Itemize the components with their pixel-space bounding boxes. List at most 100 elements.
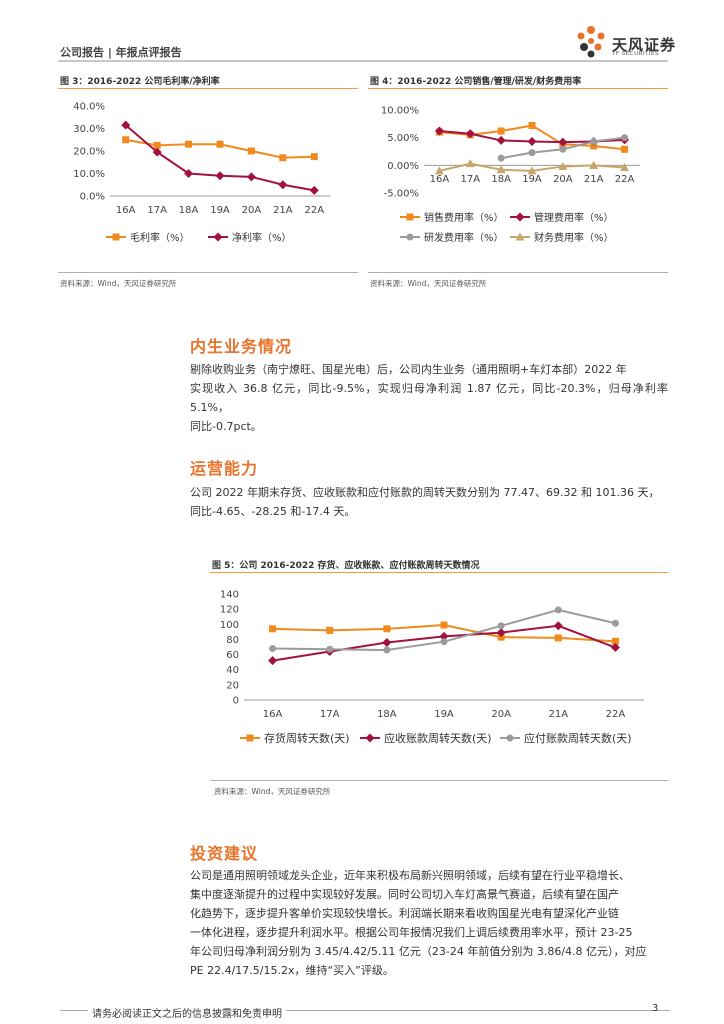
figure5-data-point bbox=[497, 622, 505, 630]
figure5-data-point bbox=[383, 625, 391, 633]
figure5-legend-label: 应付账款周转天数(天) bbox=[524, 731, 632, 745]
figure4-legend-label: 管理费用率（%） bbox=[534, 211, 614, 224]
figure4-bottom-rule bbox=[368, 272, 668, 273]
figure4-legend-marker bbox=[515, 232, 525, 241]
figure5-x-tick-label: 21A bbox=[548, 709, 568, 720]
section3-line: 化趋势下，逐步提升客单价实现较快增长。利润端长期来看收购国星光电有望深化产业链 bbox=[190, 907, 619, 920]
figure4-legend-marker bbox=[406, 233, 414, 241]
figure4-data-point bbox=[497, 127, 505, 135]
figure4-chart: -5.00% 0.00% 5.00% 10.00% 16A 17A 18A 19A 20A 21A… bbox=[381, 106, 640, 244]
section1-line: 同比-0.7pct。 bbox=[190, 420, 262, 433]
figure5-legend-marker bbox=[246, 734, 254, 742]
figure4-data-point bbox=[434, 126, 444, 136]
section2-body: 公司 2022 年期末存货、应收账款和应付账款的周转天数分别为 77.47、69… bbox=[190, 483, 668, 521]
figure4-y-tick-label: 10.00% bbox=[381, 106, 419, 117]
figure3-chart: 0.0% 10.0% 20.0% 30.0% 40.0% 16A 17A 18A 19A 20A 2… bbox=[73, 102, 330, 244]
header-divider bbox=[58, 60, 668, 62]
figure5-x-tick-label: 18A bbox=[377, 709, 397, 720]
section3-body: 公司是通用照明领域龙头企业，近年来积极布局新兴照明领域，后续有望在行业平稳增长、… bbox=[190, 866, 668, 980]
section3-line: PE 22.4/17.5/15.2x，维持“买入”评级。 bbox=[190, 964, 394, 977]
figure3-legend-label: 毛利率（%） bbox=[130, 231, 190, 244]
section1-body: 剔除收购业务（南宁燎旺、国星光电）后，公司内生业务（通用照明+车灯本部）2022… bbox=[190, 360, 668, 436]
figure4-data-point bbox=[589, 160, 599, 169]
figure4-data-point bbox=[527, 137, 537, 147]
figure3-data-point bbox=[215, 171, 225, 181]
figure5-legend-marker bbox=[365, 733, 375, 743]
footer-divider bbox=[60, 1010, 670, 1011]
figure5-data-point bbox=[611, 637, 619, 645]
figure5-data-point bbox=[269, 625, 277, 633]
figure5-x-tick-label: 22A bbox=[606, 709, 626, 720]
figure5-y-tick-label: 20 bbox=[226, 680, 239, 691]
logo-text: 天风证券 bbox=[612, 36, 677, 54]
figure5-data-point bbox=[496, 628, 506, 638]
figure5-data-point bbox=[440, 638, 448, 646]
report-type-header: 公司报告 | 年报点评报告 bbox=[60, 46, 182, 59]
figure3-data-point bbox=[216, 140, 224, 148]
figure5-y-tick-label: 0 bbox=[233, 696, 239, 707]
figure5-data-point bbox=[554, 634, 562, 642]
figure5-y-tick-label: 140 bbox=[220, 590, 239, 601]
figure5-legend-label: 应收账款周转天数(天) bbox=[384, 731, 492, 745]
footer-disclaimer[interactable]: 请务必阅读正文之后的信息披露和免责申明 bbox=[88, 1005, 286, 1020]
figure3-legend-label: 净利率（%） bbox=[232, 231, 292, 244]
figure4-y-tick-label: 5.00% bbox=[387, 133, 419, 144]
figure3-data-point bbox=[185, 140, 193, 148]
figure3-y-tick-label: 0.0% bbox=[80, 192, 105, 203]
figure3-data-point bbox=[247, 147, 255, 155]
figure5-bottom-rule bbox=[210, 780, 668, 781]
figure5-x-tick-label: 20A bbox=[491, 709, 511, 720]
figure5-data-point bbox=[326, 626, 334, 634]
section3-line: 集中度逐渐提升的过程中实现较好发展。同时公司切入车灯高景气赛道，后续有望在国产 bbox=[190, 888, 619, 901]
figure3-y-tick-label: 10.0% bbox=[73, 169, 105, 180]
section1-line: 剔除收购业务（南宁燎旺、国星光电）后，公司内生业务（通用照明+车灯本部）2022… bbox=[190, 363, 627, 376]
figure4-y-tick-label: 0.00% bbox=[387, 161, 419, 172]
figure5-data-point bbox=[554, 606, 562, 614]
figure3-legend-marker bbox=[112, 233, 120, 241]
figure3-y-tick-label: 40.0% bbox=[73, 102, 105, 113]
figure5-chart: 0 20 40 60 80 100 120 140 16A 17A 18A 19A 20A 21A 22A 存… bbox=[220, 590, 644, 745]
figure3-data-point bbox=[279, 154, 287, 162]
section2-line: 公司 2022 年期末存货、应收账款和应付账款的周转天数分别为 77.47、69… bbox=[190, 486, 660, 499]
figure4-data-point bbox=[621, 134, 629, 142]
section-title-organic-business: 内生业务情况 bbox=[190, 337, 293, 356]
figure3-legend-marker bbox=[213, 232, 223, 242]
figure4-x-tick-label: 16A bbox=[430, 174, 450, 185]
figure3-x-tick-label: 19A bbox=[210, 205, 230, 216]
figure4-x-tick-label: 21A bbox=[584, 174, 604, 185]
figure5-legend-label: 存货周转天数(天) bbox=[264, 731, 350, 745]
figure5-x-tick-label: 19A bbox=[434, 709, 454, 720]
figure3-x-tick-label: 16A bbox=[116, 205, 136, 216]
figure5-y-tick-label: 40 bbox=[226, 665, 239, 676]
figure3-data-point bbox=[122, 136, 130, 144]
figure3-data-point bbox=[152, 147, 162, 157]
figure5-legend-marker bbox=[506, 734, 514, 742]
figure3-data-point bbox=[121, 120, 131, 130]
figure3-y-tick-label: 20.0% bbox=[73, 147, 105, 158]
figure4-data-point bbox=[558, 161, 568, 170]
tf-logo-icon bbox=[577, 26, 605, 58]
section1-line: 实现收入 36.8 亿元，同比-9.5%，实现归母净利润 1.87 亿元，同比-… bbox=[190, 382, 668, 414]
figure4-legend-marker bbox=[406, 213, 414, 221]
figure4-x-tick-label: 22A bbox=[615, 174, 635, 185]
figure5-data-point bbox=[440, 621, 448, 629]
figure4-x-tick-label: 17A bbox=[460, 174, 480, 185]
figure4-data-point bbox=[434, 166, 444, 175]
figure5-data-point bbox=[553, 621, 563, 631]
figure4-data-point bbox=[496, 165, 506, 174]
figure5-y-tick-label: 120 bbox=[220, 605, 239, 616]
figure3-x-tick-label: 20A bbox=[242, 205, 262, 216]
figure5-data-point bbox=[611, 619, 619, 627]
figure4-y-tick-label: -5.00% bbox=[384, 189, 419, 200]
figure4-data-point bbox=[528, 149, 536, 157]
figure3-source: 资料来源：Wind，天风证券研究所 bbox=[60, 279, 177, 288]
figure4-legend-marker bbox=[515, 212, 525, 222]
figure3-title-rule bbox=[58, 88, 358, 89]
figure4-legend-label: 财务费用率（%） bbox=[534, 231, 614, 244]
figure5-title: 图 5：公司 2016-2022 存货、应收账款、应付账款周转天数情况 bbox=[212, 561, 480, 571]
figure3-bottom-rule bbox=[58, 272, 358, 273]
figure4-data-point bbox=[590, 138, 598, 146]
figure4-data-point bbox=[559, 145, 567, 153]
section2-line: 同比-4.65、-28.25 和-17.4 天。 bbox=[190, 505, 356, 518]
figure5-x-tick-label: 17A bbox=[320, 709, 340, 720]
